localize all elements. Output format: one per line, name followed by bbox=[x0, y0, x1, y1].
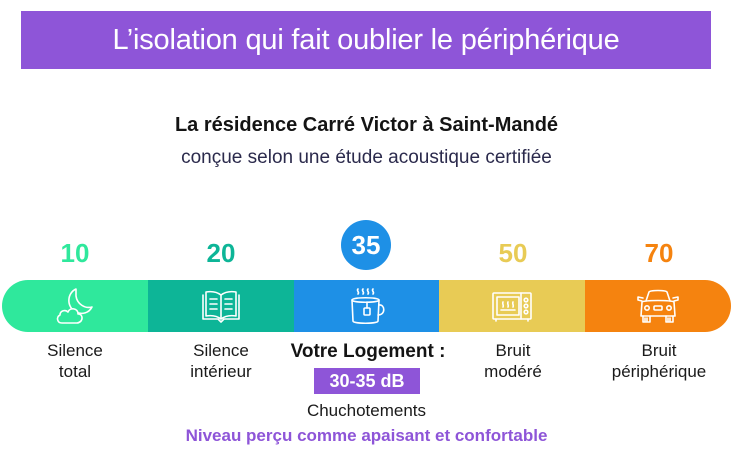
level-value-35: 35 bbox=[351, 229, 381, 260]
label-silence-total: Silence total bbox=[47, 341, 103, 381]
scale-segment-bruit-peripherique bbox=[585, 280, 731, 332]
decibel-range-badge: 30-35 dB bbox=[314, 368, 420, 394]
level-value-70: 70 bbox=[644, 238, 674, 268]
level-value-10: 10 bbox=[60, 238, 90, 268]
level-value-35-highlight: 35 bbox=[341, 220, 391, 270]
page-title: L’isolation qui fait oublier le périphér… bbox=[112, 23, 620, 56]
moon-cloud-icon bbox=[56, 288, 93, 324]
open-book-icon bbox=[201, 290, 240, 323]
residence-subline: conçue selon une étude acoustique certif… bbox=[181, 147, 552, 168]
level-value-20: 20 bbox=[206, 238, 236, 268]
tea-mug-icon bbox=[351, 288, 386, 325]
car-icon bbox=[637, 289, 679, 323]
scale-segment-bruit-modere bbox=[439, 280, 586, 332]
title-banner: L’isolation qui fait oublier le périphér… bbox=[21, 11, 711, 69]
logement-description: Chuchotements bbox=[306, 401, 427, 420]
label-bruit-peripherique: Bruit périphérique bbox=[611, 341, 707, 381]
perception-note: Niveau perçu comme apaisant et confortab… bbox=[185, 426, 548, 445]
votre-logement-title: Votre Logement : bbox=[290, 341, 446, 362]
noise-scale-bar bbox=[2, 280, 731, 332]
level-value-50: 50 bbox=[498, 238, 528, 268]
scale-segment-silence-total bbox=[2, 280, 148, 332]
scale-segment-silence-interieur bbox=[147, 280, 294, 332]
microwave-icon bbox=[492, 292, 533, 322]
label-bruit-modere: Bruit modéré bbox=[484, 341, 542, 381]
label-silence-interieur: Silence intérieur bbox=[190, 341, 252, 381]
scale-segment-votre-logement bbox=[293, 280, 440, 332]
residence-headline: La résidence Carré Victor à Saint-Mandé bbox=[174, 114, 559, 136]
